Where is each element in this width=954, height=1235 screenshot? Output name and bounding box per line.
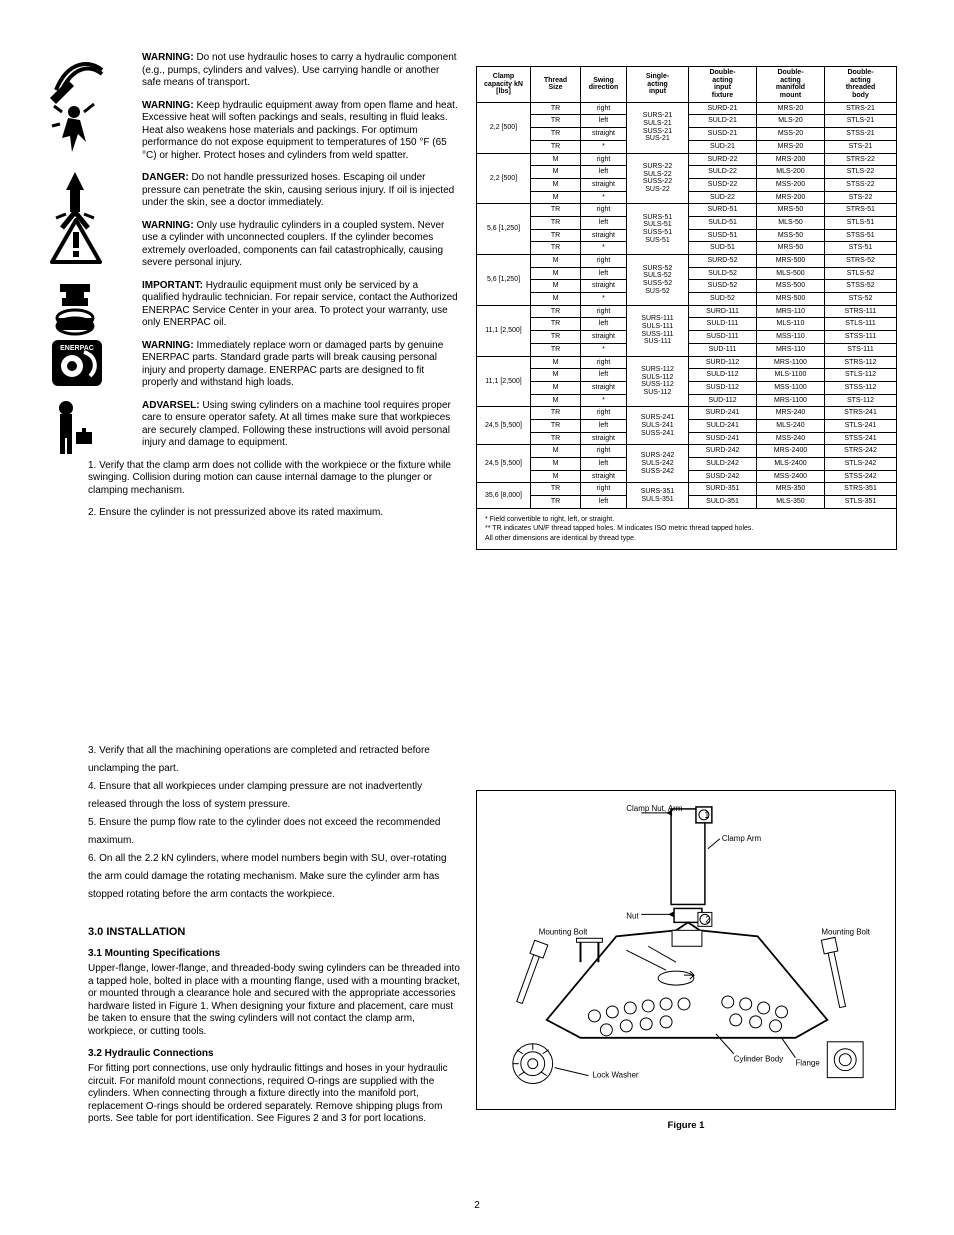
service-icon: ENERPAC — [50, 338, 110, 398]
safety-list-item: 4. Ensure that all workpieces under clam… — [88, 776, 460, 812]
figure-frame: 1 Clamp Arm 2 — [476, 790, 896, 1110]
figure-caption: Figure 1 — [476, 1120, 896, 1131]
safety-list-item: 2. Ensure the cylinder is not pressurize… — [88, 507, 458, 520]
spec-header: Clampcapacity kN[lbs] — [477, 67, 531, 103]
warning-item: WARNING: Only use hydraulic cylinders in… — [88, 220, 458, 270]
cap-cell: 11,1 [2,500] — [477, 356, 531, 407]
installation-heading: 3.0 INSTALLATION — [88, 926, 460, 938]
spec-header: Double-actingthreadedbody — [825, 67, 897, 103]
spec-header: Single-actinginput — [627, 67, 689, 103]
hydraulic-conn-heading: 3.2 Hydraulic Connections — [88, 1048, 460, 1059]
mounting-spec-body: Upper-flange, lower-flange, and threaded… — [88, 963, 460, 1038]
warning-item: IMPORTANT: Hydraulic equipment must only… — [88, 280, 458, 330]
cap-cell: 24,5 [5,500] — [477, 407, 531, 445]
svg-text:Flange: Flange — [795, 1059, 820, 1068]
svg-text:Nut: Nut — [626, 911, 639, 920]
warning-triangle-icon — [50, 218, 110, 278]
load-dist-icon — [50, 278, 110, 338]
warning-item: ENERPAC WARNING: Immediately replace wor… — [88, 340, 458, 390]
cap-cell: 5,6 [1,250] — [477, 255, 531, 306]
safety-list-item: 5. Ensure the pump flow rate to the cyli… — [88, 812, 460, 848]
spec-table-container: Clampcapacity kN[lbs]ThreadSizeSwingdire… — [476, 66, 896, 550]
pressure-burst-icon — [50, 98, 110, 158]
page-number: 2 — [0, 1200, 954, 1211]
cap-cell: 35,6 [8,000] — [477, 483, 531, 508]
svg-text:Clamp Nut, Arm: Clamp Nut, Arm — [626, 804, 683, 813]
spec-header: Double-actinginputfixture — [689, 67, 757, 103]
svg-text:Mounting Bolt: Mounting Bolt — [821, 927, 870, 936]
label-arm: Clamp Arm — [722, 834, 762, 843]
svg-text:Cylinder Body: Cylinder Body — [734, 1055, 784, 1064]
figure-1: 1 Clamp Arm 2 — [476, 790, 896, 1131]
spec-footnote: * Field convertible to right, left, or s… — [477, 508, 897, 549]
warning-heading: WARNING: — [142, 52, 194, 63]
safety-list-item: 3. Verify that all the machining operati… — [88, 740, 460, 776]
warning-item: ADVARSEL: Using swing cylinders on a mac… — [88, 400, 458, 450]
svg-text:2: 2 — [705, 914, 710, 924]
svg-text:1: 1 — [704, 810, 709, 820]
warning-item: WARNING: Keep hydraulic equipment away f… — [88, 100, 458, 163]
installation-section: 3. Verify that all the machining operati… — [88, 740, 460, 1132]
spec-header: Swingdirection — [581, 67, 627, 103]
safety-list-item: 6. On all the 2.2 kN cylinders, where mo… — [88, 848, 460, 902]
warning-item: WARNING: Do not use hydraulic hoses to c… — [88, 52, 458, 90]
safety-list-item: 1. Verify that the clamp arm does not co… — [88, 460, 458, 498]
cap-cell: 24,5 [5,500] — [477, 445, 531, 483]
cap-cell: 2,2 [500] — [477, 153, 531, 204]
mounting-spec-heading: 3.1 Mounting Specifications — [88, 948, 460, 959]
cap-cell: 5,6 [1,250] — [477, 204, 531, 255]
safety-warnings-column: WARNING: Do not use hydraulic hoses to c… — [88, 52, 458, 530]
svg-text:Mounting Bolt: Mounting Bolt — [539, 927, 588, 936]
spec-header: ThreadSize — [531, 67, 581, 103]
spec-header: Double-actingmanifoldmount — [757, 67, 825, 103]
warning-item: DANGER: Do not handle pressurized hoses.… — [88, 172, 458, 210]
spec-table: Clampcapacity kN[lbs]ThreadSizeSwingdire… — [476, 66, 897, 550]
cap-cell: 2,2 [500] — [477, 102, 531, 153]
svg-text:ENERPAC: ENERPAC — [60, 345, 94, 352]
cap-cell: 11,1 [2,500] — [477, 305, 531, 356]
hydraulic-conn-body: For fitting port connections, use only h… — [88, 1063, 460, 1126]
tech-icon — [50, 398, 110, 458]
svg-text:Lock Washer: Lock Washer — [592, 1071, 638, 1080]
